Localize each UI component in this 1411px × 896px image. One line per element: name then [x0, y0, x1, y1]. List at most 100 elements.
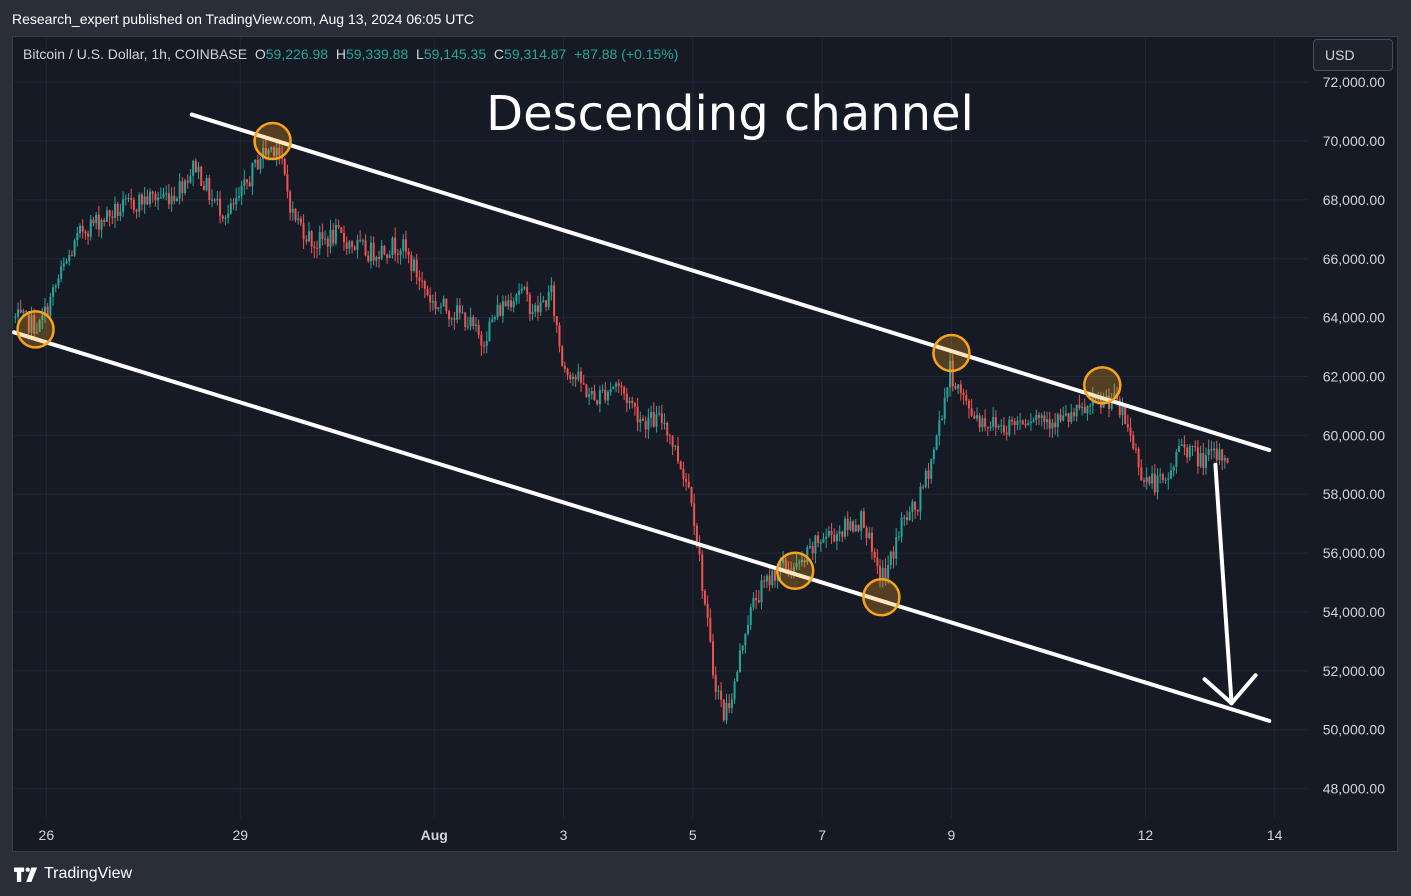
candle-body: [1024, 424, 1027, 426]
candle-body: [108, 210, 111, 217]
candle-body: [1221, 449, 1224, 461]
candle-body: [439, 306, 442, 308]
candle-body: [1027, 423, 1030, 426]
x-tick-label: 7: [818, 827, 826, 843]
candle-body: [140, 194, 143, 205]
change-value: +87.88 (+0.15%): [574, 46, 679, 62]
candle-body: [87, 233, 90, 237]
candle-body: [927, 470, 930, 479]
candle-body: [35, 331, 38, 334]
candle-body: [122, 199, 125, 212]
candle-body: [216, 198, 219, 201]
candle-body: [127, 198, 130, 200]
candle-body: [601, 389, 604, 391]
candle-body: [779, 562, 782, 571]
candle-body: [386, 254, 389, 258]
candle-body: [256, 159, 259, 170]
candle-body: [566, 368, 569, 375]
candle-body: [254, 159, 257, 163]
price-axis: 48,000.00 50,000.00 52,000.00 54,000.00 56,0…: [1323, 74, 1385, 796]
candle-body: [852, 521, 855, 532]
candle-body: [749, 607, 752, 626]
candle-body: [1178, 446, 1181, 452]
candle-body: [736, 672, 739, 682]
candle-body: [294, 208, 297, 221]
candle-body: [25, 310, 28, 312]
projection-arrow-shaft: [1213, 462, 1234, 706]
candle-body: [806, 547, 809, 563]
candle-body: [1124, 407, 1127, 425]
candle-body: [924, 470, 927, 488]
candle-body: [178, 181, 181, 199]
candle-body: [329, 229, 332, 247]
candle-body: [879, 565, 882, 580]
candle-body: [989, 426, 992, 429]
candle-body: [434, 300, 437, 310]
candle-body: [78, 225, 81, 234]
candle-body: [994, 417, 997, 428]
candle-body: [324, 238, 327, 240]
candle-body: [825, 536, 828, 539]
candle-body: [539, 302, 542, 313]
candle-body: [1180, 444, 1183, 447]
candle-body: [472, 316, 475, 327]
candle-body: [884, 568, 887, 579]
candle-body: [184, 180, 187, 194]
candle-body: [800, 559, 803, 562]
candle-body: [674, 445, 677, 447]
candle-body: [240, 185, 243, 196]
price-chart[interactable]: 48,000.00 50,000.00 52,000.00 54,000.00 56,0…: [0, 0, 1411, 852]
candle-body: [1008, 419, 1011, 435]
candle-body: [202, 185, 205, 191]
candle-body: [940, 418, 943, 421]
candle-body: [1094, 397, 1097, 400]
tradingview-logo-icon: [14, 867, 38, 882]
candle-body: [1215, 448, 1218, 461]
candle-body: [461, 312, 464, 314]
candle-body: [830, 530, 833, 535]
candle-body: [399, 250, 402, 255]
candle-body: [367, 255, 370, 262]
candle-body: [431, 300, 434, 303]
tradingview-brand[interactable]: TradingView: [14, 865, 132, 883]
candle-body: [841, 531, 844, 537]
candle-body: [652, 411, 655, 427]
candle-body: [361, 240, 364, 242]
candle-body: [167, 193, 170, 205]
close-label: C: [493, 46, 505, 62]
candle-body: [501, 301, 504, 316]
candle-body: [922, 486, 925, 488]
candle-body: [1062, 415, 1065, 421]
candle-body: [620, 385, 623, 388]
candle-body: [768, 575, 771, 586]
candle-body: [844, 518, 847, 537]
candle-body: [954, 386, 957, 389]
candle-body: [809, 546, 812, 548]
candle-body: [784, 559, 787, 569]
candle-body: [1059, 414, 1062, 421]
candle-body: [588, 394, 591, 397]
candle-body: [765, 575, 768, 582]
candle-body: [318, 232, 321, 249]
candle-body: [372, 242, 375, 261]
candle-body: [1199, 452, 1202, 467]
candle-body: [900, 517, 903, 537]
candle-body: [1056, 414, 1059, 427]
candle-body: [1153, 473, 1156, 493]
candle-body: [237, 195, 240, 198]
candle-body: [827, 530, 830, 537]
candle-body: [701, 554, 704, 592]
candle-body: [795, 563, 798, 568]
open-value: 59,226.98: [265, 46, 329, 62]
candle-body: [175, 198, 178, 202]
candle-body: [100, 220, 103, 230]
candle-body: [523, 287, 526, 289]
currency-button[interactable]: USD: [1313, 39, 1393, 71]
candle-body: [1021, 420, 1024, 425]
candle-body: [747, 625, 750, 634]
candle-body: [685, 479, 688, 482]
candle-body: [787, 568, 790, 571]
candle-body: [512, 301, 515, 308]
candle-body: [1210, 449, 1213, 451]
candle-body: [919, 486, 922, 512]
